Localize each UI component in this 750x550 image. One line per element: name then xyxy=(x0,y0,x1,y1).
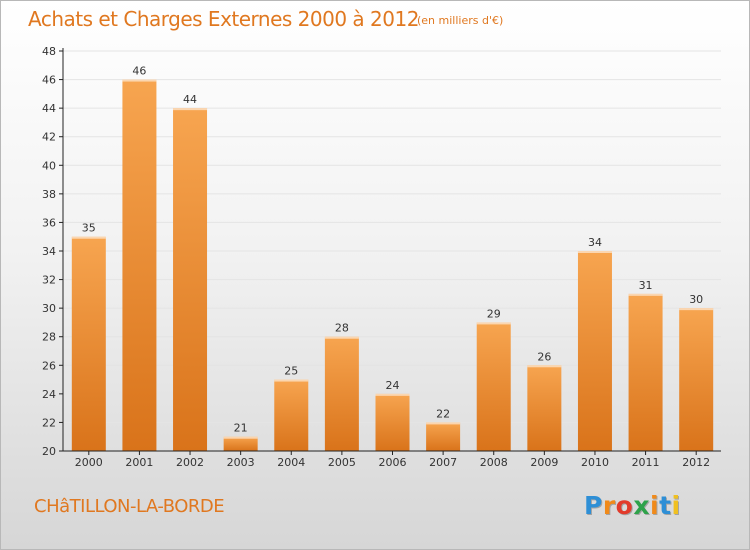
y-tick-label: 28 xyxy=(42,331,56,344)
bar xyxy=(122,79,157,452)
bar-value-label: 29 xyxy=(487,307,501,320)
bar-highlight xyxy=(71,236,106,239)
x-tick-label: 2012 xyxy=(682,456,710,469)
bar-highlight xyxy=(324,336,359,339)
y-tick-label: 26 xyxy=(42,359,56,372)
bar xyxy=(628,293,663,451)
x-tick-label: 2006 xyxy=(379,456,407,469)
bar-value-label: 31 xyxy=(639,279,653,292)
x-tick-label: 2009 xyxy=(530,456,558,469)
x-tick-label: 2000 xyxy=(75,456,103,469)
bar-value-label: 25 xyxy=(284,365,298,378)
commune-name: CHâTILLON-LA-BORDE xyxy=(34,496,225,517)
chart-title: Achats et Charges Externes 2000 à 2012 xyxy=(28,7,419,31)
bar xyxy=(324,336,359,451)
bar-highlight xyxy=(527,365,562,368)
x-tick-label: 2003 xyxy=(227,456,255,469)
y-tick-label: 42 xyxy=(42,131,56,144)
y-tick-label: 46 xyxy=(42,74,56,87)
axes xyxy=(59,48,721,455)
bar xyxy=(679,308,714,451)
logo-letter: P xyxy=(584,491,603,520)
bar-highlight xyxy=(476,322,511,325)
x-tick-label: 2008 xyxy=(480,456,508,469)
bar-highlight xyxy=(628,293,663,296)
bar-highlight xyxy=(426,422,461,425)
bar-value-label: 35 xyxy=(82,222,96,235)
bar-value-label: 46 xyxy=(132,65,146,78)
bar xyxy=(426,422,461,451)
y-tick-label: 40 xyxy=(42,159,56,172)
bar-highlight xyxy=(173,108,208,111)
x-tick-label: 2004 xyxy=(277,456,305,469)
y-tick-label: 30 xyxy=(42,302,56,315)
bar xyxy=(527,365,562,451)
bar-highlight xyxy=(274,379,309,382)
bars xyxy=(71,79,714,452)
bar xyxy=(476,322,511,451)
bar-highlight xyxy=(223,436,258,439)
bar-value-label: 34 xyxy=(588,236,602,249)
x-tick-label: 2011 xyxy=(632,456,660,469)
logo-letter: o xyxy=(615,491,634,520)
y-tick-label: 32 xyxy=(42,274,56,287)
logo-letter: r xyxy=(602,491,616,520)
x-tick-label: 2002 xyxy=(176,456,204,469)
logo-letter: i xyxy=(671,491,681,520)
labels: 20 22 24 26 28 30 32 34 36 38 40 42 44 46 48 35 2000 46 20… xyxy=(42,45,710,469)
bar xyxy=(375,393,410,451)
x-tick-label: 2001 xyxy=(125,456,153,469)
bar xyxy=(71,236,106,451)
proxiti-logo: Proxiti xyxy=(584,491,681,520)
y-tick-label: 20 xyxy=(42,445,56,458)
y-tick-label: 22 xyxy=(42,416,56,429)
bar-highlight xyxy=(679,308,714,311)
y-tick-label: 38 xyxy=(42,188,56,201)
bar-value-label: 30 xyxy=(689,293,703,306)
bar-highlight xyxy=(122,79,157,82)
bar-highlight xyxy=(577,251,612,253)
bar xyxy=(577,251,612,451)
bar-value-label: 24 xyxy=(386,379,400,392)
bar-value-label: 21 xyxy=(234,422,248,435)
x-tick-label: 2005 xyxy=(328,456,356,469)
y-tick-label: 34 xyxy=(42,245,56,258)
bar xyxy=(173,108,208,452)
bar-value-label: 26 xyxy=(537,350,551,363)
bar-highlight xyxy=(375,393,410,396)
bar xyxy=(274,379,309,451)
x-tick-label: 2010 xyxy=(581,456,609,469)
y-tick-label: 44 xyxy=(42,102,56,115)
bar-value-label: 44 xyxy=(183,93,197,106)
y-tick-label: 36 xyxy=(42,216,56,229)
bar xyxy=(223,436,258,451)
logo-letter: x xyxy=(633,491,650,520)
logo-letter: t xyxy=(659,491,672,520)
logo-letter: i xyxy=(650,491,660,520)
y-tick-label: 48 xyxy=(42,45,56,58)
y-tick-label: 24 xyxy=(42,388,56,401)
bar-value-label: 28 xyxy=(335,322,349,335)
x-tick-label: 2007 xyxy=(429,456,457,469)
bar-value-label: 22 xyxy=(436,407,450,420)
chart-unit-note: (en milliers d'€) xyxy=(417,14,504,27)
